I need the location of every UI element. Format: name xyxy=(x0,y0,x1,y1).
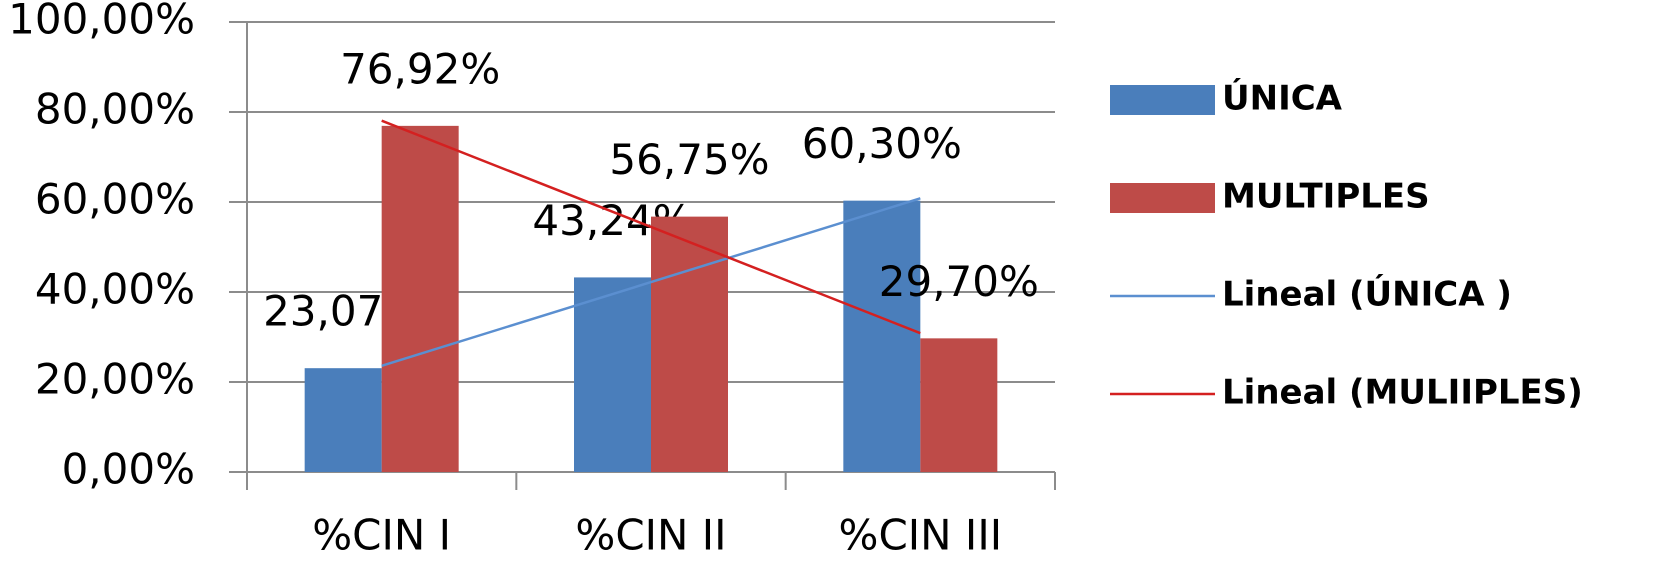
trend-line xyxy=(381,119,921,335)
y-tick-label: 40,00% xyxy=(35,265,195,314)
x-tick-label: %CIN II xyxy=(575,511,726,560)
bar xyxy=(920,338,998,472)
data-label: 60,30% xyxy=(802,119,962,168)
legend-label: Lineal (ÚNICA ) xyxy=(1222,274,1512,315)
data-label: 76,92% xyxy=(340,44,500,93)
legend-label: Lineal (MULIIPLES) xyxy=(1222,373,1583,413)
legend-label: MULTIPLES xyxy=(1222,177,1430,217)
legend-swatch xyxy=(1110,183,1215,213)
y-tick-label: 60,00% xyxy=(35,175,195,224)
legend-label: ÚNICA xyxy=(1222,78,1343,119)
y-tick-label: 20,00% xyxy=(35,355,195,404)
y-tick-label: 100,00% xyxy=(8,0,195,44)
bar xyxy=(381,125,459,473)
data-label: 29,70% xyxy=(879,257,1039,306)
y-tick-label: 0,00% xyxy=(62,445,195,494)
trend-line xyxy=(381,197,921,368)
bar xyxy=(574,277,651,472)
bar xyxy=(651,216,728,472)
bar xyxy=(304,368,382,472)
x-tick-label: %CIN III xyxy=(839,511,1003,560)
y-tick-label: 80,00% xyxy=(35,85,195,134)
x-tick-label: %CIN I xyxy=(312,511,451,560)
data-label: 56,75% xyxy=(609,135,769,184)
bar xyxy=(843,200,921,472)
legend-swatch xyxy=(1110,85,1215,115)
